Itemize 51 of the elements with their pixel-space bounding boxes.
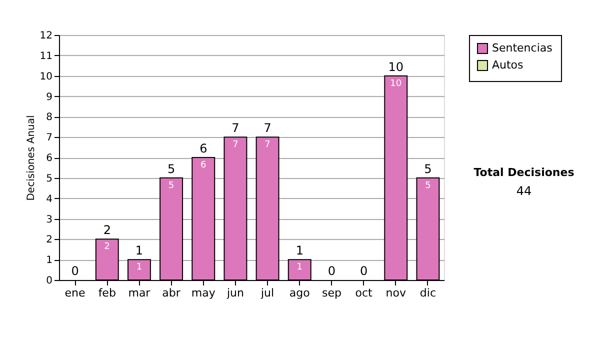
total-label: 6 — [200, 142, 208, 156]
data-label: 6 — [200, 160, 207, 170]
total-label: 5 — [167, 162, 176, 176]
text: Total Decisiones — [474, 166, 575, 179]
data-label: 7 — [232, 140, 238, 150]
y-tick-label: 0 — [46, 276, 52, 286]
total-label: 5 — [424, 162, 432, 176]
x-tick-label: jun — [226, 286, 244, 300]
total-label: 0 — [360, 264, 368, 278]
y-tick-label: 4 — [46, 194, 52, 205]
x-tick-label: abr — [162, 286, 181, 300]
x-tick-label: ene — [64, 286, 86, 300]
total-label: 0 — [71, 264, 79, 278]
y-tick-label: 5 — [46, 173, 52, 184]
total-label: 1 — [296, 244, 304, 258]
y-tick-label: 12 — [40, 30, 52, 42]
total-label: 10 — [388, 60, 404, 74]
data-label: 2 — [104, 242, 110, 252]
y-tick-label: 10 — [40, 71, 52, 82]
total-label: 7 — [232, 121, 240, 136]
y-tick-label: 6 — [46, 153, 52, 164]
data-label: 1 — [136, 262, 142, 273]
x-tick-label: sep — [322, 286, 342, 300]
y-tick-label: 8 — [46, 112, 52, 124]
x-tick-label: oct — [355, 286, 374, 300]
text: 44 — [516, 184, 532, 198]
x-tick-label: dic — [420, 286, 436, 300]
y-tick-label: 2 — [46, 234, 52, 246]
legend-label: Autos — [492, 58, 524, 72]
x-tick-label: ago — [289, 286, 310, 300]
y-tick-label: 11 — [40, 50, 52, 62]
y-axis-title: Decisiones Anual — [26, 115, 37, 201]
data-label: 5 — [425, 180, 431, 191]
x-tick-label: nov — [386, 286, 406, 300]
data-label: 1 — [296, 262, 302, 273]
data-label: 5 — [168, 180, 174, 191]
y-tick-label: 1 — [46, 255, 52, 266]
x-tick-label: feb — [98, 286, 116, 300]
y-tick-label: 9 — [46, 92, 52, 103]
data-label: 10 — [390, 78, 402, 89]
total-label: 1 — [135, 244, 144, 258]
data-label: 7 — [264, 140, 270, 150]
total-label: 2 — [103, 223, 111, 238]
total-label: 7 — [264, 121, 272, 136]
y-tick-label: 7 — [46, 132, 52, 144]
x-tick-label: mar — [128, 286, 151, 300]
y-tick-label: 3 — [46, 214, 52, 226]
legend-label: Sentencias — [492, 42, 553, 54]
x-tick-label: jul — [260, 286, 274, 300]
x-tick-label: may — [191, 286, 216, 300]
total-label: 0 — [328, 264, 336, 278]
